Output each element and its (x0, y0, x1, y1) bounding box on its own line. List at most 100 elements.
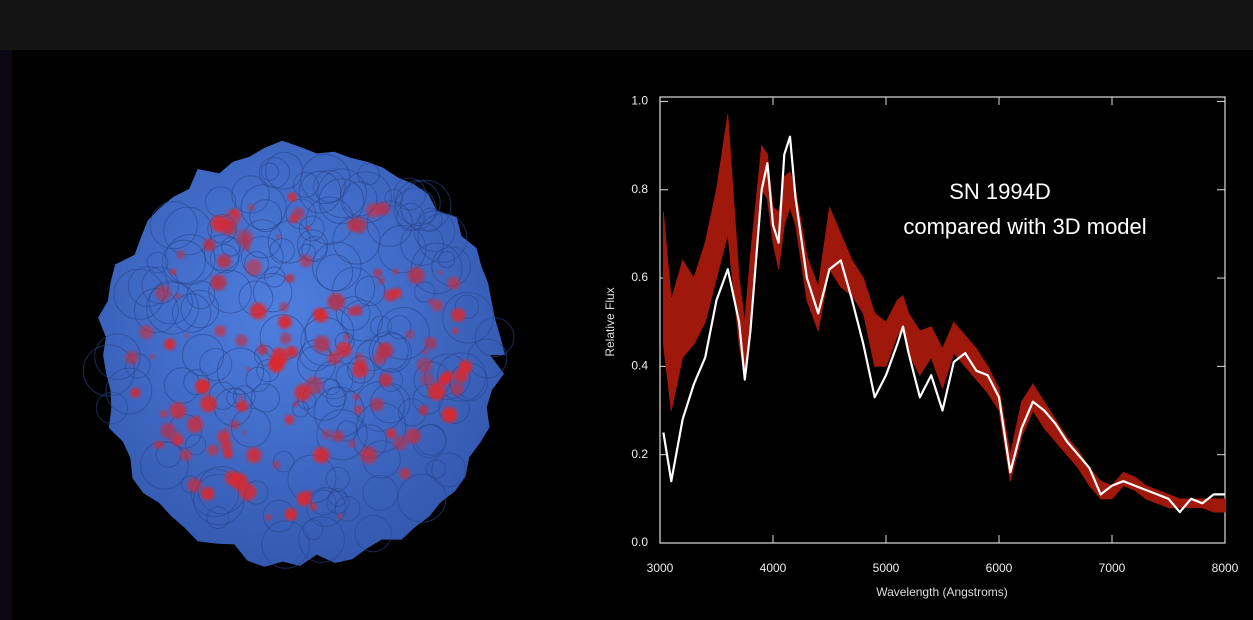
blob-hotspot (370, 398, 383, 411)
blob-hotspot (353, 394, 360, 401)
blob-hotspot (348, 439, 357, 448)
blob-hotspot (150, 354, 156, 360)
blob-hotspot (176, 250, 185, 259)
blob-hotspot (336, 341, 352, 357)
y-tick-label: 0.0 (631, 535, 648, 549)
blob-hotspot (211, 215, 228, 232)
blob-hotspot (280, 333, 292, 345)
blob-hotspot (332, 430, 344, 442)
y-tick-label: 1.0 (631, 94, 648, 108)
x-axis-label: Wavelength (Angstroms) (876, 585, 1008, 599)
blob-hotspot (235, 334, 247, 346)
blob-hotspot (408, 267, 425, 284)
blob-hotspot (160, 423, 175, 438)
blob-hotspot (285, 274, 294, 283)
y-axis-label: Relative Flux (603, 287, 617, 356)
blob-hotspot (351, 217, 367, 233)
blob-hotspot (250, 303, 267, 320)
blob-hotspot (289, 214, 298, 223)
blob-hotspot (246, 259, 262, 275)
top-strip (0, 0, 1253, 50)
blob-hotspot (354, 356, 366, 368)
blob-hotspot (225, 427, 229, 431)
blob-hotspot (207, 445, 218, 456)
y-tick-label: 0.6 (631, 270, 648, 284)
blob-hotspot (130, 388, 140, 398)
blob-hotspot (239, 395, 243, 399)
blob-hotspot (399, 468, 410, 479)
model-band (683, 260, 694, 357)
blob-hotspot (184, 334, 188, 338)
blob-hotspot (424, 337, 437, 350)
blob-hotspot (393, 436, 407, 450)
blob-hotspot (419, 405, 429, 415)
blob-hotspot (265, 514, 271, 520)
blob-hotspot (196, 415, 201, 420)
blob-hotspot (201, 487, 214, 500)
blob-hotspot (313, 308, 327, 322)
x-tick-label: 6000 (986, 561, 1013, 575)
x-tick-label: 8000 (1212, 561, 1239, 575)
blob-hotspot (187, 478, 201, 492)
blob-hotspot (431, 300, 443, 312)
blob-hotspot (203, 239, 215, 251)
blob-hotspot (278, 315, 292, 329)
blob-hotspot (285, 415, 295, 425)
page: Wavelength (Angstroms) Relative Flux 300… (0, 0, 1253, 620)
blob-hotspot (459, 360, 472, 373)
blob-hotspot (158, 442, 164, 448)
blob-hotspot (344, 334, 350, 340)
blob-hotspot (293, 401, 298, 406)
y-tick-label: 0.8 (631, 182, 648, 196)
blob-hotspot (294, 384, 311, 401)
blob-hotspot (288, 193, 297, 202)
blob-hotspot (155, 285, 171, 301)
blob-hotspot (195, 379, 210, 394)
blob-hotspot (242, 242, 250, 250)
blob-hotspot (279, 302, 289, 312)
x-tick-label: 5000 (873, 561, 900, 575)
blob-hotspot (451, 311, 456, 316)
blob-hotspot (322, 429, 332, 439)
model-band (1214, 499, 1225, 512)
blob-hotspot (438, 270, 443, 275)
y-tick-label: 0.4 (631, 359, 648, 373)
blob-hotspot (306, 226, 310, 230)
blob-hotspot (377, 342, 393, 358)
blob-hotspot (417, 358, 432, 373)
blob-hotspot (242, 431, 246, 435)
blob-hotspot (442, 407, 458, 423)
blob-hotspot (170, 269, 177, 276)
left-edge (0, 50, 12, 620)
blob-hotspot (313, 336, 330, 353)
blob-hotspot (327, 293, 344, 310)
blob-hotspot (139, 325, 153, 339)
blob-hotspot (246, 367, 251, 372)
blob-hotspot (276, 235, 281, 240)
x-tick-label: 3000 (647, 561, 674, 575)
blob-hotspot (246, 448, 261, 463)
blob-hotspot (406, 428, 421, 443)
blob-hotspot (230, 420, 239, 429)
x-tick-label: 7000 (1099, 561, 1126, 575)
blob-hotspot (393, 268, 399, 274)
blob-hotspot (160, 410, 168, 418)
blob-hotspot (200, 395, 217, 412)
blob-hotspot (366, 203, 381, 218)
blob-hotspot (211, 275, 227, 291)
blob-hotspot (373, 269, 382, 278)
blob-hotspot (215, 325, 226, 336)
blob-hotspot (187, 417, 203, 433)
blob-hotspot (272, 461, 280, 469)
blob-hotspot (428, 383, 446, 401)
blob-hotspot (170, 402, 187, 419)
blob-hotspot (379, 373, 392, 386)
blob-hotspot (236, 400, 248, 412)
blob-hotspot (230, 473, 247, 490)
blob-hotspot (175, 293, 181, 299)
blob-hotspot (174, 437, 183, 446)
blob-hotspot (354, 405, 363, 414)
blob-hotspot (164, 339, 175, 350)
blob-hotspot (405, 330, 414, 339)
blob-hotspot (297, 492, 312, 507)
